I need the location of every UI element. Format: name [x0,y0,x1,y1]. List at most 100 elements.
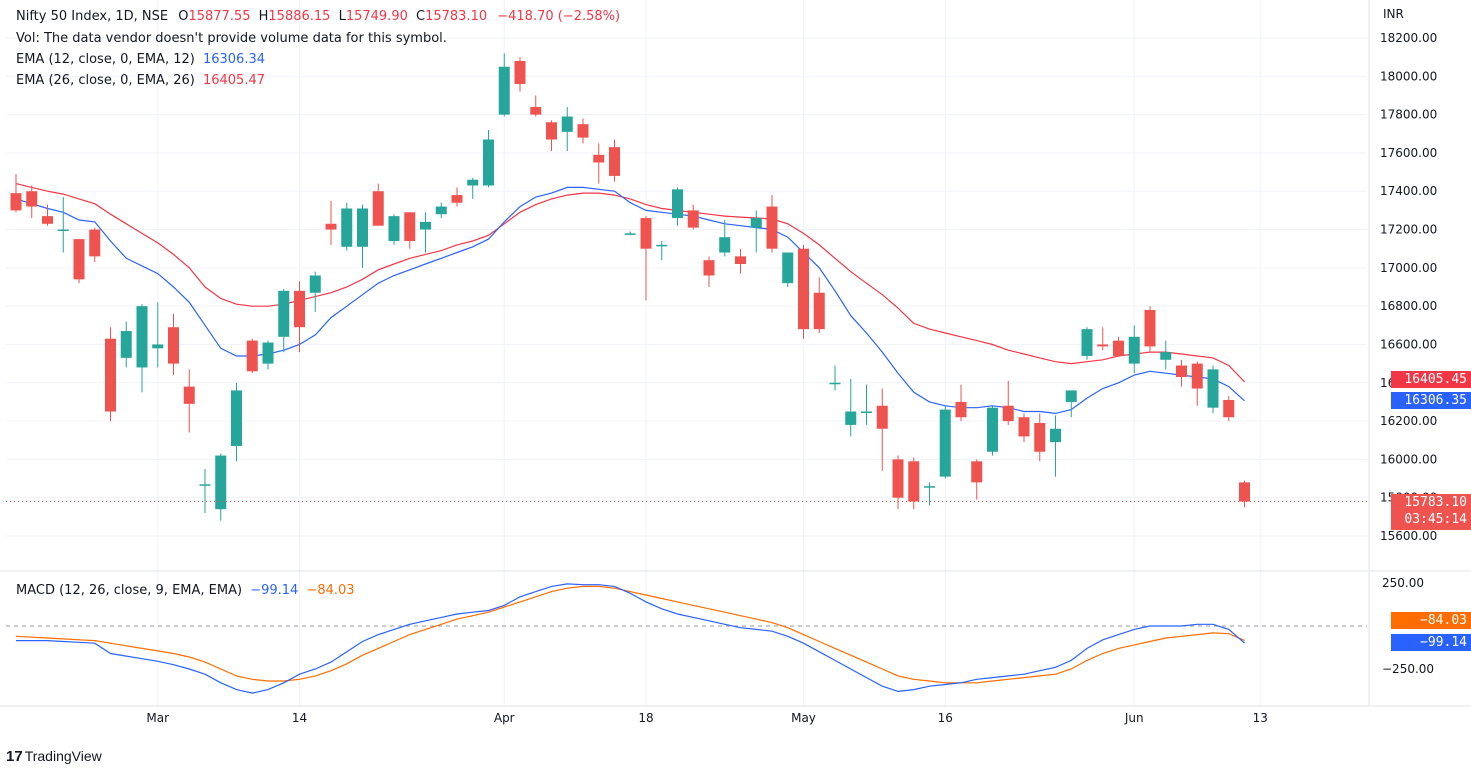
candle-body [42,216,53,224]
candle-body [1081,329,1093,356]
last-price-label: 15783.10 03:45:14 [1391,494,1471,530]
candle-body [136,306,148,368]
candle [719,219,731,257]
volume-legend[interactable]: Vol: The data vendor doesn't provide vol… [16,29,447,49]
candle-body [782,252,794,284]
candle-body [514,60,526,84]
candle-body [687,210,699,228]
volume-note: Vol: The data vendor doesn't provide vol… [16,31,447,46]
candle-body [577,124,589,138]
candle-body [357,208,368,247]
price-tick-label: 18000.00 [1380,69,1437,83]
candle [152,302,164,368]
candle [845,378,857,437]
candle [813,277,825,333]
candle [372,183,384,226]
price-tick-label: 17000.00 [1380,261,1437,275]
price-tick-label: 15600.00 [1380,529,1437,543]
ema26-legend[interactable]: EMA (26, close, 0, EMA, 26) 16405.47 [16,71,265,91]
candle [656,241,668,261]
close-label: C [416,9,426,24]
signal-line [15,585,1245,684]
candle-body [829,382,841,385]
candle [89,227,101,263]
candle [136,304,148,393]
price-tick-label: 17400.00 [1380,184,1437,198]
candle [388,214,400,245]
candle-body [624,233,636,235]
price-tick-label: 17600.00 [1380,146,1437,160]
price-tick-label: 17800.00 [1380,108,1437,122]
tradingview-name: TradingView [24,748,102,764]
candle [309,271,321,312]
price-tick-label: 16800.00 [1380,299,1437,313]
candle-body [672,189,683,219]
candle-body [1160,352,1172,360]
candle-body [813,292,825,330]
candle [514,57,526,92]
candle [861,384,872,425]
candle-body [1207,369,1219,408]
candle-body [1018,417,1030,437]
macd-label: MACD (12, 26, close, 9, EMA, EMA) [16,583,243,598]
candle [1002,380,1014,425]
candle-body [892,459,904,498]
price-tick-label: 16600.00 [1380,337,1437,351]
candle-body [152,344,164,349]
symbol-name[interactable]: Nifty 50 Index, 1D, NSE [16,9,169,24]
time-tick-label: Mar [146,711,169,725]
signal-price-label: −84.03 [1391,612,1471,629]
tradingview-logo[interactable]: 17 TradingView [6,748,102,765]
candle-body [1002,405,1014,422]
candle [876,388,888,471]
high-label: H [258,9,269,24]
candle [577,118,589,144]
candle-body [861,411,872,413]
macd-legend[interactable]: MACD (12, 26, close, 9, EMA, EMA) −99.14… [16,581,355,601]
candle-body [593,154,605,163]
candle-body [1097,344,1109,347]
candle-body [924,486,935,488]
candle-body [987,407,998,452]
candle-body [309,275,321,293]
ema12-price-label: 16306.35 [1391,392,1471,409]
ema12-legend[interactable]: EMA (12, close, 0, EMA, 12) 16306.34 [16,50,265,70]
close-value: 15783.10 [425,9,488,24]
candle [703,256,715,287]
candle-body [341,208,353,247]
open-label: O [178,9,189,24]
candle-body [703,260,715,276]
price-tick-label: 18200.00 [1380,31,1437,45]
candle-body [908,461,920,502]
macd-line [16,583,1245,694]
price-pane [6,53,1367,521]
candle-body [1128,336,1140,364]
time-tick-label: 18 [638,711,653,725]
candle [672,187,683,226]
candle [183,369,195,433]
candle-body [215,455,227,510]
change-value: −418.70 (−2.58%) [497,9,621,24]
candle-body [1223,400,1235,418]
candle [987,405,998,456]
macd-price-label: −99.14 [1391,634,1471,651]
candle [546,120,557,152]
candle-body [561,116,573,132]
candle [10,173,22,213]
ema26-value: 16405.47 [202,73,265,88]
time-tick-label: 16 [938,711,953,725]
macd-pane [6,583,1367,694]
candle [1128,325,1140,374]
candle [1144,306,1156,353]
candle-body [246,340,258,372]
open-value: 15877.55 [188,9,251,24]
candle [341,202,353,251]
candle [798,244,809,339]
candle [1097,327,1109,351]
candle-body [120,331,132,358]
candle [420,212,431,253]
candle-body [420,221,431,230]
candle [1176,359,1187,387]
candle [357,204,368,268]
